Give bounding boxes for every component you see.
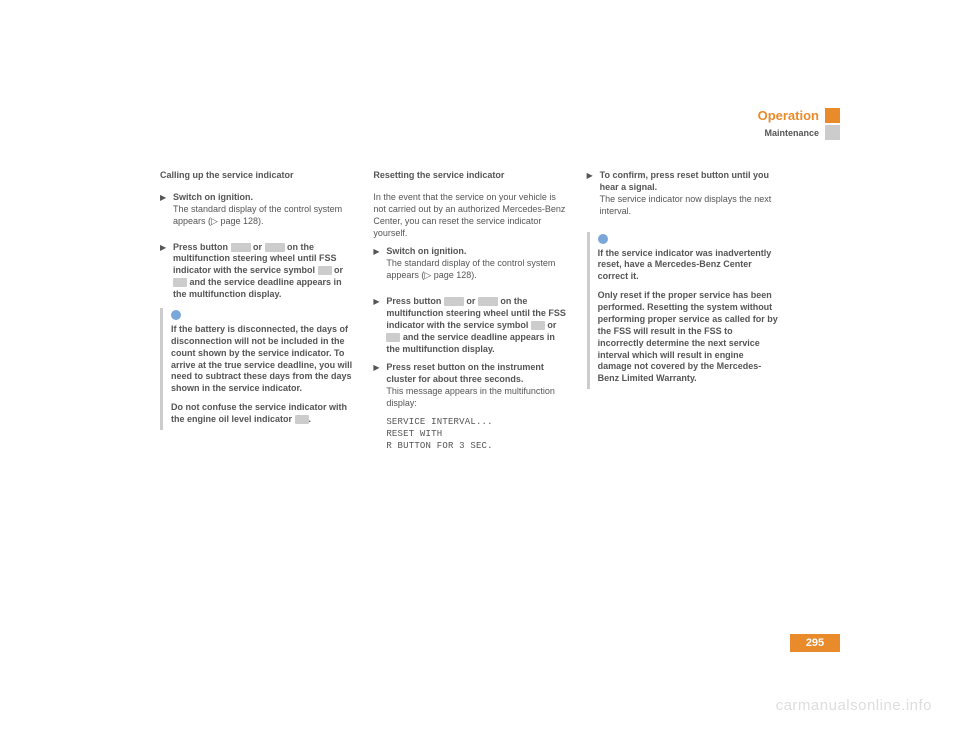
column-2: Resetting the service indicator In the e… (373, 170, 566, 460)
col1-note: If the battery is disconnected, the days… (160, 308, 353, 430)
col3-step-1: ▶ To confirm, press reset button until y… (587, 170, 780, 225)
button-icon (265, 243, 285, 252)
step-para: The standard display of the control syst… (173, 204, 353, 228)
note-body: If the battery is disconnected, the days… (171, 312, 353, 426)
col1-step-1: ▶ Switch on ignition. The standard displ… (160, 192, 353, 235)
button-icon (444, 297, 464, 306)
step-para: The standard display of the control syst… (386, 258, 566, 282)
text: Press button (173, 242, 231, 252)
step-head: Switch on ignition. (173, 192, 253, 202)
step-arrow-icon: ▶ (373, 362, 381, 452)
note-para: Only reset if the proper service has bee… (598, 290, 780, 385)
header-operation-row: Operation (635, 108, 840, 123)
text: Do not confuse the service indicator wit… (171, 402, 347, 424)
maintenance-label: Maintenance (764, 128, 819, 138)
step-head: To confirm, press reset button until you… (600, 170, 769, 192)
step-body: Press reset button on the instrument clu… (386, 362, 566, 452)
display-line: R BUTTON FOR 3 SEC. (386, 441, 566, 453)
text: and the service deadline appears in the … (173, 277, 342, 299)
step-head: Switch on ignition. (386, 246, 466, 256)
step-arrow-icon: ▶ (587, 170, 595, 225)
page-number: 295 (790, 634, 840, 652)
note-para: If the service indicator was inadvertent… (598, 248, 780, 284)
text: . (309, 414, 312, 424)
step-body: Switch on ignition. The standard display… (173, 192, 353, 235)
col2-step-3: ▶ Press reset button on the instrument c… (373, 362, 566, 452)
step-arrow-icon: ▶ (373, 296, 381, 355)
step-arrow-icon: ▶ (160, 192, 168, 235)
step-body: To confirm, press reset button until you… (600, 170, 780, 225)
display-line: SERVICE INTERVAL... (386, 417, 566, 429)
watermark: carmanualsonline.info (776, 697, 932, 714)
col2-intro: In the event that the service on your ve… (373, 192, 566, 240)
col2-step-1: ▶ Switch on ignition. The standard displ… (373, 246, 566, 289)
header-maintenance-row: Maintenance (635, 125, 840, 140)
button-icon (231, 243, 251, 252)
display-line: RESET WITH (386, 429, 566, 441)
maintenance-square-icon (825, 125, 840, 140)
step-arrow-icon: ▶ (160, 242, 168, 301)
button-icon (478, 297, 498, 306)
text: or (464, 296, 478, 306)
step-head: Press reset button on the instrument clu… (386, 362, 544, 384)
info-dot-icon (171, 310, 181, 320)
manual-page: Operation Maintenance Calling up the ser… (0, 0, 960, 742)
step-arrow-icon: ▶ (373, 246, 381, 289)
service-symbol-icon (173, 278, 187, 287)
col1-title: Calling up the service indicator (160, 170, 353, 182)
step-para: This message appears in the multifunctio… (386, 386, 566, 410)
header-band: Operation Maintenance (635, 108, 840, 140)
text: or (332, 265, 344, 275)
operation-square-icon (825, 108, 840, 123)
text: or (545, 320, 557, 330)
step-body: Press button or on the multifunction ste… (386, 296, 566, 355)
text: and the service deadline appears in the … (386, 332, 555, 354)
note-para: Do not confuse the service indicator wit… (171, 402, 353, 426)
operation-label: Operation (758, 108, 819, 123)
col3-note: If the service indicator was inadvertent… (587, 232, 780, 390)
text: or (251, 242, 265, 252)
step-para: The service indicator now displays the n… (600, 194, 780, 218)
column-1: Calling up the service indicator ▶ Switc… (160, 170, 353, 460)
note-body: If the service indicator was inadvertent… (598, 236, 780, 386)
step-body: Press button or on the multifunction ste… (173, 242, 353, 301)
col1-step-2: ▶ Press button or on the multifunction s… (160, 242, 353, 301)
column-3: ▶ To confirm, press reset button until y… (587, 170, 780, 460)
content-columns: Calling up the service indicator ▶ Switc… (160, 170, 780, 460)
col2-step-2: ▶ Press button or on the multifunction s… (373, 296, 566, 355)
service-symbol-icon (386, 333, 400, 342)
service-symbol-icon (318, 266, 332, 275)
note-para: If the battery is disconnected, the days… (171, 324, 353, 395)
step-body: Switch on ignition. The standard display… (386, 246, 566, 289)
oil-indicator-icon (295, 415, 309, 424)
service-symbol-icon (531, 321, 545, 330)
text: Press button (386, 296, 444, 306)
col2-title: Resetting the service indicator (373, 170, 566, 182)
info-dot-icon (598, 234, 608, 244)
